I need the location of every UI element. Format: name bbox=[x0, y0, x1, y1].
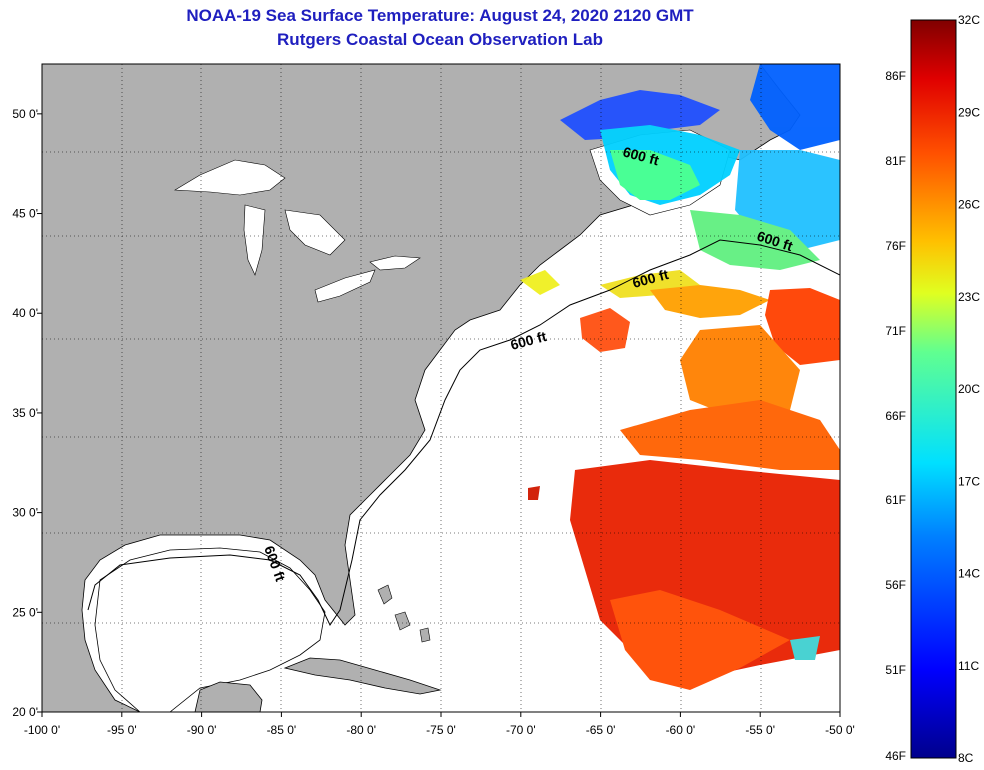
shelf-contour-600ft bbox=[87, 239, 840, 627]
map-title: NOAA-19 Sea Surface Temperature: August … bbox=[186, 6, 694, 25]
land-yucatan bbox=[194, 681, 263, 712]
colorbar-celsius-label: 32C bbox=[958, 13, 980, 27]
colorbar-fahrenheit-label: 61F bbox=[885, 493, 906, 507]
land-cuba bbox=[283, 657, 442, 695]
colorbar-fahrenheit-label: 81F bbox=[885, 154, 906, 168]
lon-tick-label: -90 0' bbox=[187, 723, 217, 737]
colorbar-fahrenheit-label: 46F bbox=[885, 749, 906, 763]
colorbar-celsius-label: 29C bbox=[958, 105, 980, 119]
lat-tick-label: 45 0' bbox=[12, 207, 38, 221]
lon-tick-label: -70 0' bbox=[506, 723, 536, 737]
lon-tick-label: -55 0' bbox=[745, 723, 775, 737]
longitude-axis: -100 0' -95 0' -90 0' -85 0' -80 0' -75 0' -70… bbox=[24, 712, 855, 737]
lat-tick-label: 25 0' bbox=[12, 605, 38, 619]
lon-tick-label: -60 0' bbox=[666, 723, 696, 737]
latitude-axis: 20 0' 25 0' 30 0' 35 0' 40 0' 45 0' 50 0' bbox=[12, 107, 42, 719]
colorbar-fahrenheit-label: 76F bbox=[885, 239, 906, 253]
land-bahamas bbox=[377, 584, 431, 643]
colorbar-celsius-label: 17C bbox=[958, 474, 980, 488]
colorbar-fahrenheit-label: 86F bbox=[885, 69, 906, 83]
colorbar-celsius-label: 14C bbox=[958, 567, 980, 581]
lake-superior bbox=[174, 159, 286, 196]
colorbar-fahrenheit-label: 56F bbox=[885, 578, 906, 592]
colorbar-celsius-label: 20C bbox=[958, 382, 980, 396]
colorbar-celsius-label: 23C bbox=[958, 290, 980, 304]
lon-tick-label: -100 0' bbox=[24, 723, 60, 737]
map-subtitle: Rutgers Coastal Ocean Observation Lab bbox=[277, 30, 603, 49]
lake-erie bbox=[314, 269, 376, 303]
colorbar-fahrenheit-labels: 86F 81F 76F 71F 66F 61F 56F 51F 46F bbox=[885, 69, 906, 763]
colorbar-celsius-label: 11C bbox=[958, 659, 979, 673]
lon-tick-label: -80 0' bbox=[346, 723, 376, 737]
temperature-colorbar bbox=[910, 19, 957, 759]
colorbar-fahrenheit-label: 71F bbox=[885, 324, 906, 338]
lon-tick-label: -95 0' bbox=[107, 723, 137, 737]
colorbar-celsius-label: 26C bbox=[958, 198, 980, 212]
lat-tick-label: 40 0' bbox=[12, 306, 38, 320]
colorbar-fahrenheit-label: 51F bbox=[885, 663, 906, 677]
graticule bbox=[42, 64, 840, 712]
lon-tick-label: -65 0' bbox=[586, 723, 616, 737]
sst-data-layer bbox=[520, 64, 840, 690]
colorbar-fahrenheit-label: 66F bbox=[885, 409, 906, 423]
lat-tick-label: 20 0' bbox=[12, 705, 38, 719]
lon-tick-label: -85 0' bbox=[267, 723, 297, 737]
lake-huron bbox=[284, 209, 346, 256]
lat-tick-label: 30 0' bbox=[12, 506, 38, 520]
gulf-of-mexico bbox=[94, 547, 326, 712]
lat-tick-label: 35 0' bbox=[12, 406, 38, 420]
colorbar-celsius-labels: 32C 29C 26C 23C 20C 17C 14C 11C 8C bbox=[958, 13, 980, 765]
lat-tick-label: 50 0' bbox=[12, 107, 38, 121]
lon-tick-label: -50 0' bbox=[825, 723, 855, 737]
colorbar-celsius-label: 8C bbox=[958, 751, 974, 765]
lon-tick-label: -75 0' bbox=[426, 723, 456, 737]
lake-michigan bbox=[243, 204, 266, 276]
lake-ontario bbox=[369, 255, 421, 271]
